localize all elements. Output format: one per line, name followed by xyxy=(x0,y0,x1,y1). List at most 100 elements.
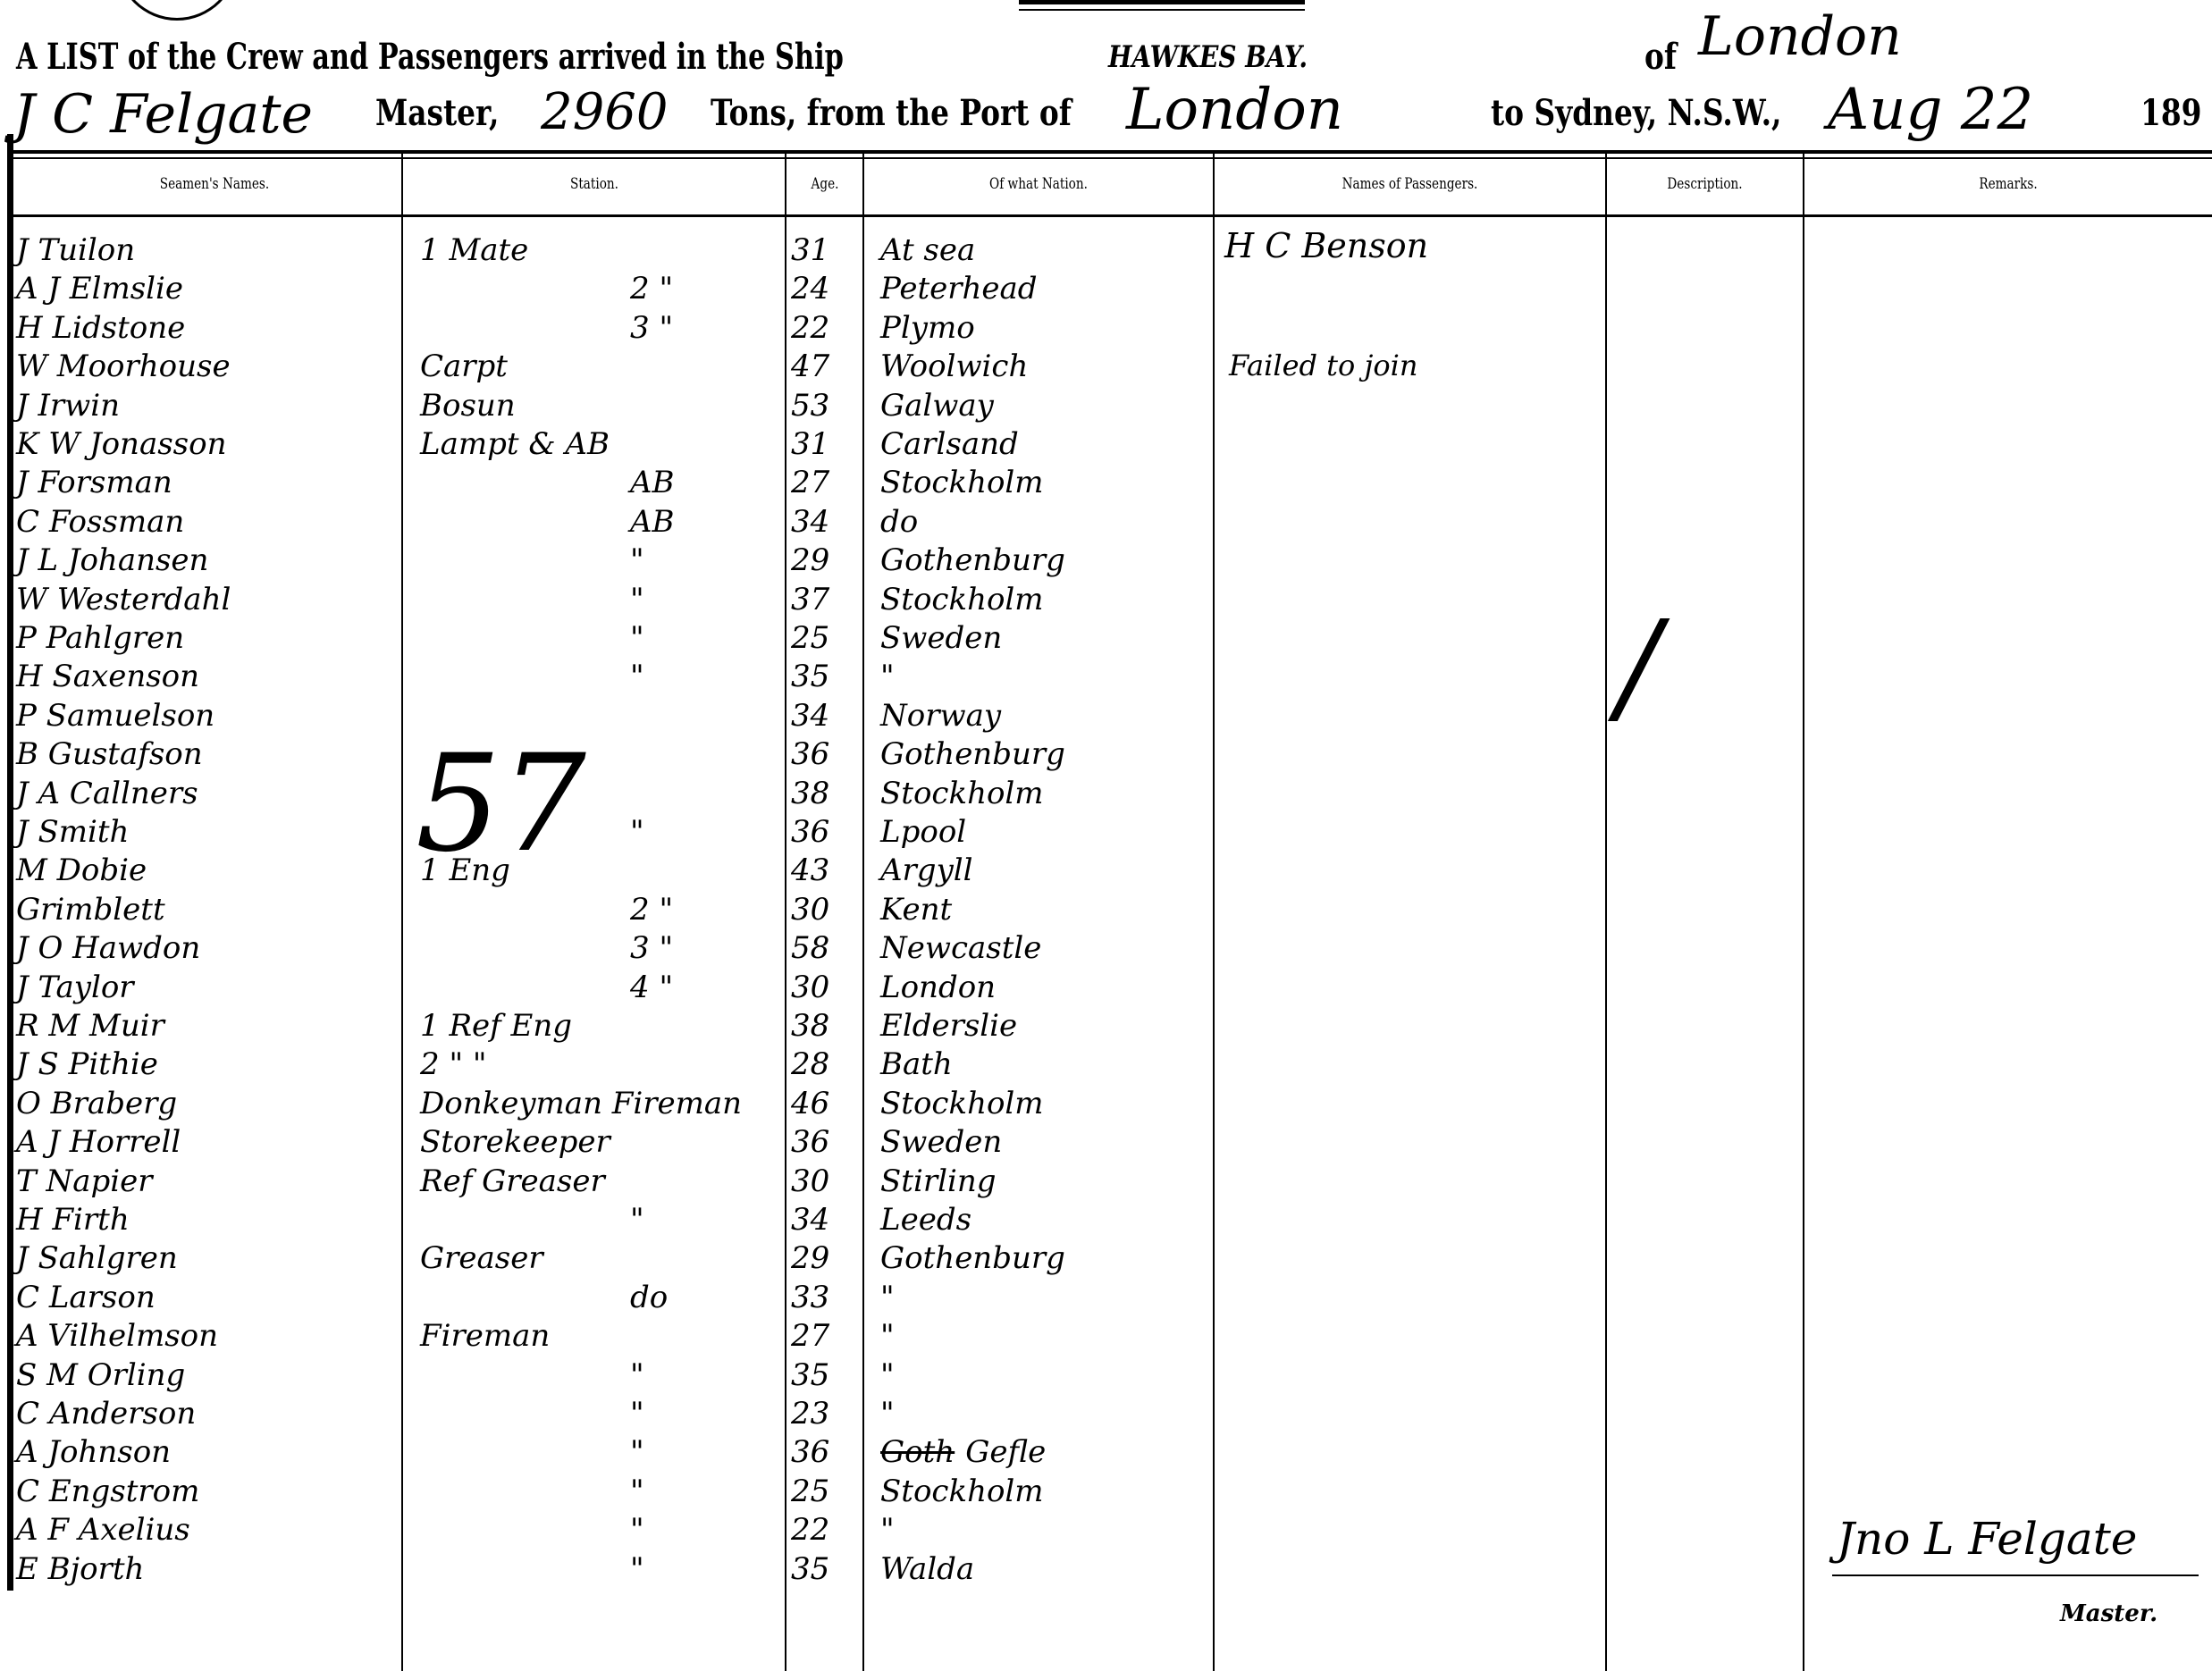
nation: At sea xyxy=(880,232,976,268)
crew-row: K W Jonasson Lampt & AB 31 Carlsand xyxy=(0,427,2212,467)
seaman-name: H Firth xyxy=(16,1202,130,1238)
struck-nation: Goth xyxy=(880,1434,955,1471)
age: 29 xyxy=(791,542,830,579)
destination-label: to Sydney, N.S.W., xyxy=(1491,92,1782,134)
seaman-name: J A Callners xyxy=(16,775,198,811)
col-header-seamen-names: Seamen's Names. xyxy=(159,175,270,193)
age: 25 xyxy=(791,620,830,656)
crew-row: A Vilhelmson Fireman 27 " xyxy=(0,1318,2212,1359)
age: 31 xyxy=(791,232,830,268)
age: 35 xyxy=(791,1356,830,1393)
nation: " xyxy=(880,1279,895,1315)
station: Ref Greaser xyxy=(420,1163,605,1199)
crew-row: W Moorhouse Carpt 47 Woolwich xyxy=(0,348,2212,390)
seaman-name: A Johnson xyxy=(16,1434,172,1471)
age: 27 xyxy=(791,1318,830,1355)
station: Greaser xyxy=(420,1240,543,1277)
signature-line xyxy=(1832,1574,2199,1576)
age: 24 xyxy=(791,271,830,307)
nation: Sweden xyxy=(880,1124,1003,1161)
station: " xyxy=(630,659,644,695)
seaman-name: J Taylor xyxy=(16,969,134,1005)
nation: Argyll xyxy=(880,852,973,889)
nation: London xyxy=(880,969,997,1005)
age: 35 xyxy=(791,1550,830,1587)
seaman-name: W Westerdahl xyxy=(16,581,231,617)
seaman-name: C Anderson xyxy=(16,1396,197,1432)
station: " xyxy=(630,1356,644,1393)
nation: Gothenburg xyxy=(880,1240,1065,1277)
age: 46 xyxy=(791,1085,830,1121)
age: 38 xyxy=(791,775,830,811)
passenger-name: H C Benson xyxy=(1224,226,1429,265)
crew-row: E Bjorth " 35 Walda xyxy=(0,1550,2212,1592)
station: " xyxy=(630,620,644,656)
tons-label: Tons, from the Port of xyxy=(711,92,1072,134)
station: " xyxy=(630,1550,644,1587)
top-rule-thin xyxy=(1019,9,1305,11)
year-prefix: 189 xyxy=(2141,92,2202,134)
age: 36 xyxy=(791,736,830,773)
station: 4 " xyxy=(630,969,674,1005)
station: " xyxy=(630,581,644,617)
nation: Gothenburg xyxy=(880,542,1065,579)
age: 36 xyxy=(791,1434,830,1471)
seaman-name: E Bjorth xyxy=(16,1550,145,1587)
nation: Sweden xyxy=(880,620,1003,656)
seaman-name: J L Johansen xyxy=(16,542,209,579)
nation: Goth Gefle xyxy=(880,1436,1046,1469)
nation: Stirling xyxy=(880,1163,997,1199)
station: Carpt xyxy=(420,348,508,385)
seaman-name: A Vilhelmson xyxy=(16,1318,219,1355)
age: 27 xyxy=(791,465,830,501)
age: 34 xyxy=(791,503,830,540)
nation: " xyxy=(880,1396,895,1432)
table-top-rule-thin xyxy=(9,157,2212,159)
crew-row: R M Muir 1 Ref Eng 38 Elderslie xyxy=(0,1008,2212,1049)
crew-row: J Sahlgren Greaser 29 Gothenburg xyxy=(0,1240,2212,1281)
station: 1 Ref Eng xyxy=(420,1008,573,1044)
master-name: J C Felgate xyxy=(13,83,313,146)
station: Donkeyman Fireman xyxy=(420,1085,743,1121)
station: " xyxy=(630,1473,644,1509)
seaman-name: H Saxenson xyxy=(16,659,200,695)
crew-row: S M Orling " 35 " xyxy=(0,1356,2212,1398)
nation: " xyxy=(880,1318,895,1355)
col-divider xyxy=(1803,150,1804,1671)
station: Fireman xyxy=(420,1318,551,1355)
station: 2 " " xyxy=(420,1046,487,1083)
age: 37 xyxy=(791,581,830,617)
seaman-name: J Sahlgren xyxy=(16,1240,178,1277)
station: do xyxy=(630,1279,669,1315)
nation: Elderslie xyxy=(880,1008,1018,1044)
age: 34 xyxy=(791,697,830,734)
crew-row: O Braberg Donkeyman Fireman 46 Stockholm xyxy=(0,1087,2212,1127)
crew-row: B Gustafson 36 Gothenburg xyxy=(0,736,2212,777)
age: 36 xyxy=(791,814,830,850)
station: AB xyxy=(630,503,675,540)
nation: Stockholm xyxy=(880,775,1044,811)
nation: Galway xyxy=(880,387,994,424)
crew-row: J Taylor 4 " 30 London xyxy=(0,969,2212,1011)
ship-of-port: London xyxy=(1698,5,1902,68)
seaman-name: A J Elmslie xyxy=(16,271,184,307)
seaman-name: T Napier xyxy=(16,1163,153,1199)
seaman-name: Grimblett xyxy=(16,891,165,928)
age: 58 xyxy=(791,930,830,967)
nation: Stockholm xyxy=(880,581,1044,617)
port-from: London xyxy=(1126,77,1343,143)
crew-row: J Smith " 36 Lpool xyxy=(0,814,2212,855)
arrival-date: Aug 22 xyxy=(1828,77,2034,143)
seaman-name: R M Muir xyxy=(16,1008,164,1044)
station: " xyxy=(630,542,644,579)
age: 38 xyxy=(791,1008,830,1044)
seaman-name: C Engstrom xyxy=(16,1473,200,1509)
tonnage: 2960 xyxy=(541,83,669,141)
left-margin-rule xyxy=(7,134,13,1591)
station: 2 " xyxy=(630,891,674,928)
seaman-name: J S Pithie xyxy=(16,1046,158,1083)
seaman-name: C Larson xyxy=(16,1279,156,1315)
seaman-name: C Fossman xyxy=(16,503,185,540)
col-divider xyxy=(401,150,403,1671)
age: 43 xyxy=(791,852,830,889)
